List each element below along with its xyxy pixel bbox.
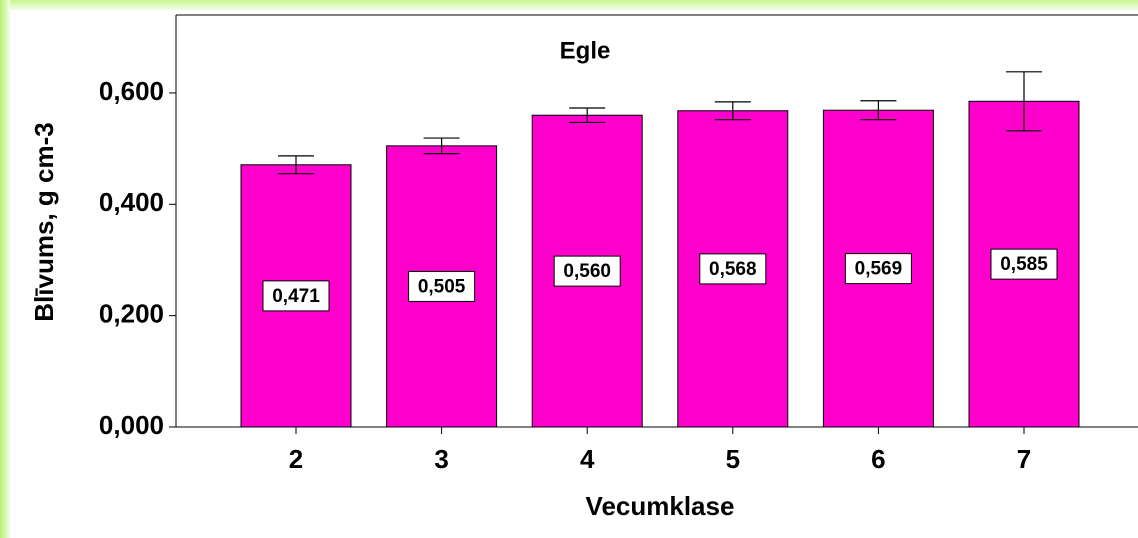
value-label: 0,569 (855, 259, 903, 280)
chart-title: Egle (560, 37, 611, 64)
value-label-box (262, 280, 330, 312)
value-label: 0,471 (272, 286, 320, 307)
error-bar (423, 137, 460, 155)
x-tick-label: 7 (1017, 444, 1031, 474)
error-bar (1006, 71, 1042, 132)
value-label-box (844, 253, 912, 285)
error-bar (714, 101, 751, 121)
y-tick-label: 0,600 (99, 76, 164, 106)
border-left (0, 0, 10, 538)
value-label-box (408, 270, 476, 302)
value-label: 0,585 (1000, 254, 1048, 275)
value-label: 0,560 (563, 261, 611, 282)
x-tick-label: 3 (434, 444, 448, 474)
x-tick-label: 6 (871, 444, 885, 474)
x-tick-label: 4 (580, 444, 595, 474)
value-label: 0,568 (709, 259, 757, 280)
y-tick-label: 0,000 (99, 410, 164, 440)
x-axis-label: Vecumklase (586, 491, 735, 521)
value-label-box (553, 255, 621, 287)
y-tick-label: 0,200 (99, 299, 164, 329)
y-tick-label: 0,400 (99, 187, 164, 217)
error-bar (278, 155, 314, 175)
value-label-box (699, 253, 767, 285)
error-bar (860, 100, 897, 121)
error-bar (569, 107, 606, 124)
border-top (0, 0, 1138, 10)
x-tick-label: 2 (289, 444, 303, 474)
y-axis-label: Blīvums, g cm-3 (29, 122, 59, 321)
value-label: 0,505 (418, 276, 466, 297)
x-tick-label: 5 (726, 444, 740, 474)
value-label-box (990, 248, 1058, 280)
